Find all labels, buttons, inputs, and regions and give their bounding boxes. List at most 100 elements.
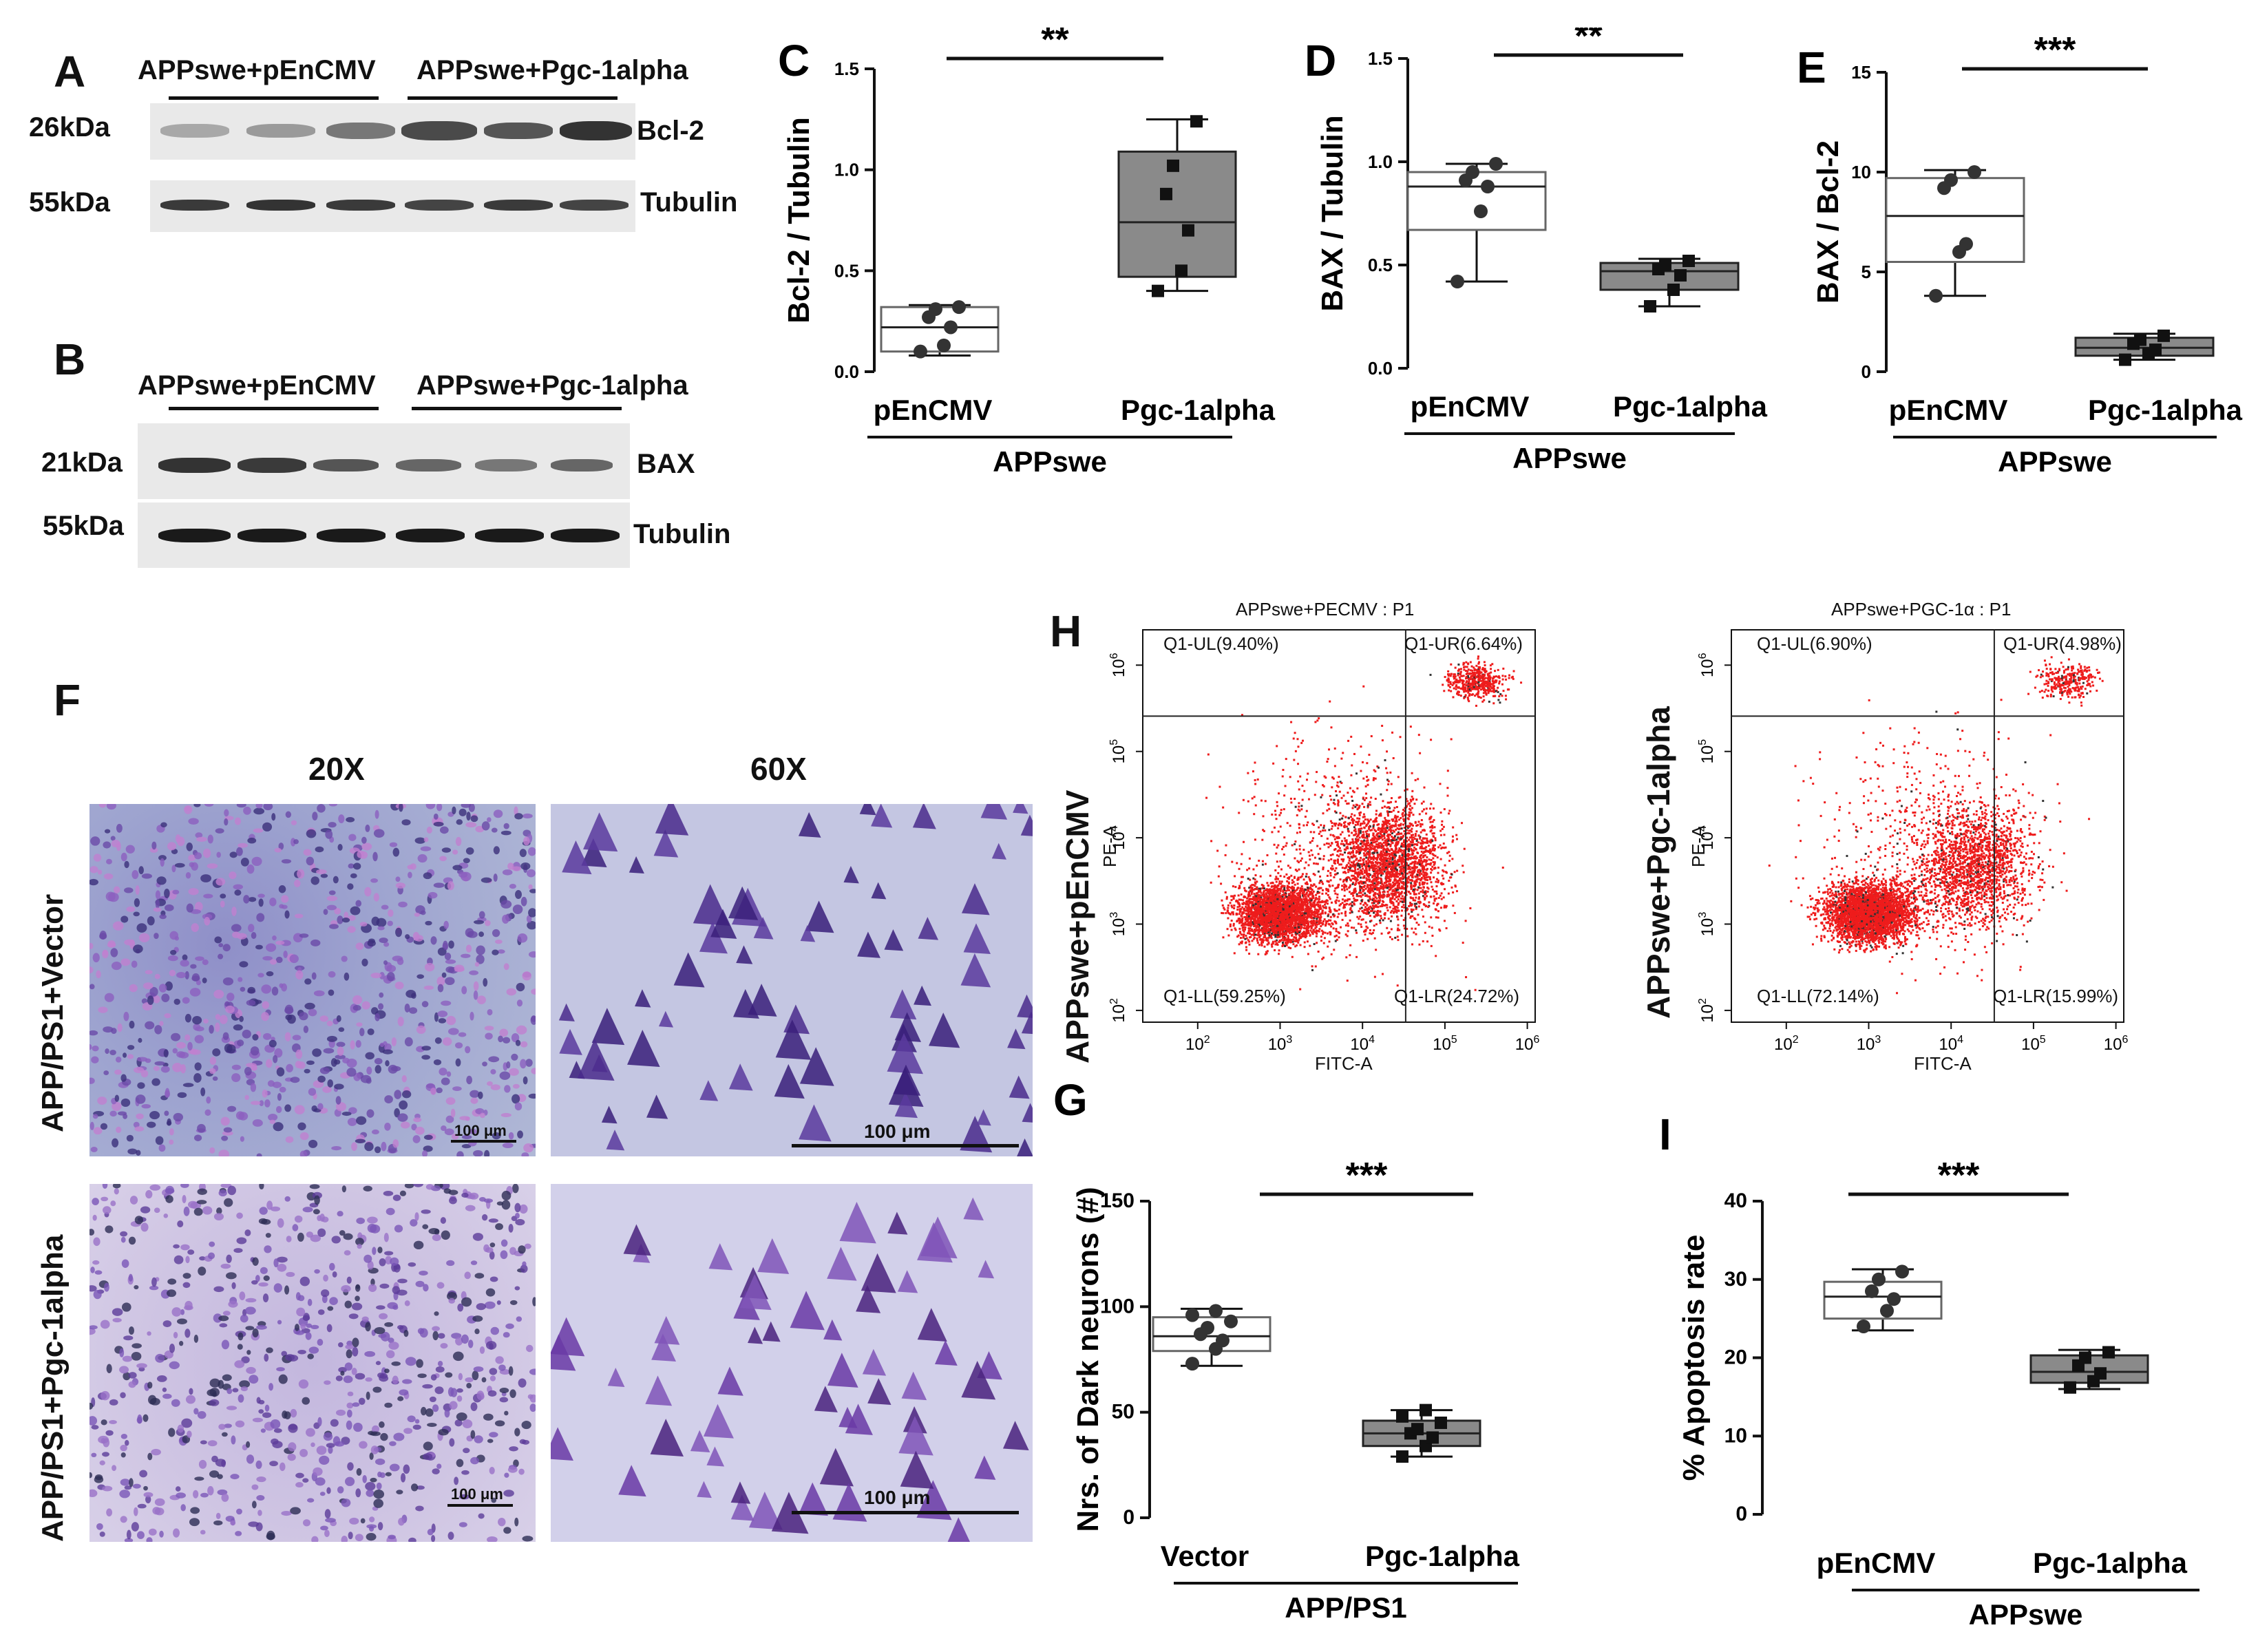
chart-c-ytick-label: 0.0 xyxy=(834,361,859,382)
chart-c-point xyxy=(1190,115,1203,128)
chart-c-point xyxy=(1182,224,1194,237)
chart-i-point xyxy=(1887,1292,1901,1306)
chart-g-point xyxy=(1209,1304,1223,1318)
flow1-q-lr: Q1-LR(24.72%) xyxy=(1394,986,1520,1006)
flow1-xtick-label: 106 xyxy=(1515,1034,1540,1054)
panel-label-f: F xyxy=(54,675,81,725)
chart-c-point xyxy=(1160,187,1172,200)
histo-row-vector: APP/PS1+Vector xyxy=(36,893,70,1132)
chart-d-point xyxy=(1489,157,1503,171)
chart-i-ytick-label: 40 xyxy=(1724,1189,1747,1212)
blot-b-group1-line xyxy=(169,407,379,410)
chart-g-box-2 xyxy=(1362,1404,1481,1463)
chart-e-box-2 xyxy=(2074,329,2215,366)
blot-b-tubulin-strip xyxy=(138,502,630,568)
chart-d: 0.0 0.5 1.0 1.5 BAX / Tubulin ** pEnCMV Pgc-1al… xyxy=(1305,28,1768,474)
chart-g-sig-label: *** xyxy=(1346,1156,1388,1196)
scale-bar-pgc-60x xyxy=(792,1511,1019,1514)
scale-bar-vector-60x xyxy=(792,1144,1019,1147)
chart-e-point xyxy=(2119,353,2131,366)
histo-vector-60x xyxy=(551,804,1033,1156)
chart-g-box-1 xyxy=(1152,1304,1272,1371)
chart-e-sig-label: *** xyxy=(2034,30,2076,70)
blot-a-protein-2: Tubulin xyxy=(640,187,738,218)
chart-g-category-2: Pgc-1alpha xyxy=(1365,1540,1520,1572)
flow1-ytick-label: 105 xyxy=(1108,739,1128,764)
chart-g-ylabel: Nrs. of Dark neurons (#) xyxy=(1071,1187,1105,1532)
chart-d-box-rect xyxy=(1406,171,1547,231)
flow2-row-label: APPswe+Pgc-1alpha xyxy=(1640,706,1676,1019)
chart-i-ytick-label: 0 xyxy=(1735,1503,1747,1525)
blot-a-kda-2: 55kDa xyxy=(29,187,110,218)
chart-d-ytick-label: 0.0 xyxy=(1368,358,1393,379)
histo4-cells xyxy=(551,1197,1029,1542)
histo-row-pgc: APP/PS1+Pgc-1alpha xyxy=(36,1234,70,1542)
flow1-row-label: APPswe+pEnCMV xyxy=(1059,790,1095,1064)
chart-c-point xyxy=(944,320,958,335)
flow2-xtick-label: 103 xyxy=(1857,1034,1881,1054)
chart-i: 0 10 20 30 40 % Apoptosis rate *** pEnCMV Pgc-1a… xyxy=(1659,1115,2199,1631)
chart-e-ytick-label: 10 xyxy=(1851,162,1871,182)
flow2-ytick-label: 105 xyxy=(1697,739,1717,764)
flow2-x-axis: FITC-A xyxy=(1914,1053,1972,1074)
panel-label-e: E xyxy=(1797,43,1826,92)
chart-d-point xyxy=(1682,255,1695,267)
histo-vector-20x xyxy=(89,804,536,1156)
chart-i-ylabel: % Apoptosis rate xyxy=(1677,1235,1711,1481)
chart-c-point xyxy=(952,300,966,315)
histo1-cells xyxy=(89,804,536,1156)
chart-e-ylabel: BAX / Bcl-2 xyxy=(1811,140,1845,304)
chart-i-point xyxy=(2094,1367,2107,1380)
panel-label-d: D xyxy=(1305,36,1336,85)
chart-e-point xyxy=(2134,333,2146,346)
blot-b-group1-label: APPswe+pEnCMV xyxy=(138,370,376,401)
chart-c-point xyxy=(1152,284,1164,297)
flow1-ytick-label: 102 xyxy=(1108,998,1128,1023)
chart-c-category-1: pEnCMV xyxy=(874,394,993,426)
chart-i-ytick-label: 10 xyxy=(1724,1424,1747,1447)
chart-i-point xyxy=(2064,1381,2076,1394)
flow2-q-ll: Q1-LL(72.14%) xyxy=(1757,986,1879,1006)
scale-label-pgc-60x: 100 μm xyxy=(864,1487,931,1508)
flow2-ytick-label: 103 xyxy=(1697,912,1717,937)
chart-g-point xyxy=(1185,1308,1199,1322)
blot-a-group2-label: APPswe+Pgc-1alpha xyxy=(416,55,688,85)
chart-e-ytick-label: 0 xyxy=(1861,361,1871,382)
flow2-ytick-label: 102 xyxy=(1697,998,1717,1023)
flow2-title: APPswe+PGC-1α : P1 xyxy=(1831,599,2012,620)
chart-g-point xyxy=(1396,1450,1408,1463)
flow1-title: APPswe+PECMV : P1 xyxy=(1236,599,1415,620)
chart-d-ytick-label: 1.0 xyxy=(1368,151,1393,172)
blot-a-protein-1: Bcl-2 xyxy=(637,116,704,146)
histo-pgc-20x xyxy=(89,1184,536,1542)
chart-d-ytick-label: 0.5 xyxy=(1368,255,1393,275)
scale-label-vector-20x: 100 μm xyxy=(454,1122,507,1139)
blot-b-group2-line xyxy=(412,407,622,410)
chart-c-point xyxy=(937,338,951,352)
chart-i-box-2 xyxy=(2029,1346,2149,1394)
chart-i-category-2: Pgc-1alpha xyxy=(2033,1547,2188,1579)
chart-i-category-1: pEnCMV xyxy=(1817,1547,1936,1579)
flow1-q-ll: Q1-LL(59.25%) xyxy=(1163,986,1286,1006)
chart-c-ytick-label: 1.5 xyxy=(834,59,859,79)
flow1-y-axis: PE-A xyxy=(1099,825,1120,867)
blot-a-group1-label: APPswe+pEnCMV xyxy=(138,55,376,85)
histo3-cells xyxy=(89,1184,536,1542)
chart-e: 0 5 10 15 BAX / Bcl-2 *** pEnCMV Pgc-1alpha APPs… xyxy=(1797,30,2243,478)
chart-c-point xyxy=(914,344,927,359)
flow1-frame xyxy=(1142,629,1536,1023)
chart-c-point xyxy=(1167,159,1179,172)
chart-e-point xyxy=(2157,329,2170,342)
chart-c-ytick-label: 0.5 xyxy=(834,260,859,281)
flow2-xtick-label: 105 xyxy=(2021,1034,2046,1054)
flow2-scatter-dots xyxy=(1768,656,2104,995)
chart-c: 0.0 0.5 1.0 1.5 Bcl-2 / Tubulin ** pEnCMV Pgc-1… xyxy=(778,28,1276,478)
chart-d-category-1: pEnCMV xyxy=(1411,390,1530,423)
panel-label-i: I xyxy=(1659,1115,1671,1159)
chart-d-ylabel: BAX / Tubulin xyxy=(1316,115,1349,311)
chart-c-box-1 xyxy=(880,300,1000,359)
chart-i-box-1 xyxy=(1823,1264,1943,1333)
flow1-ytick-label: 103 xyxy=(1108,912,1128,937)
